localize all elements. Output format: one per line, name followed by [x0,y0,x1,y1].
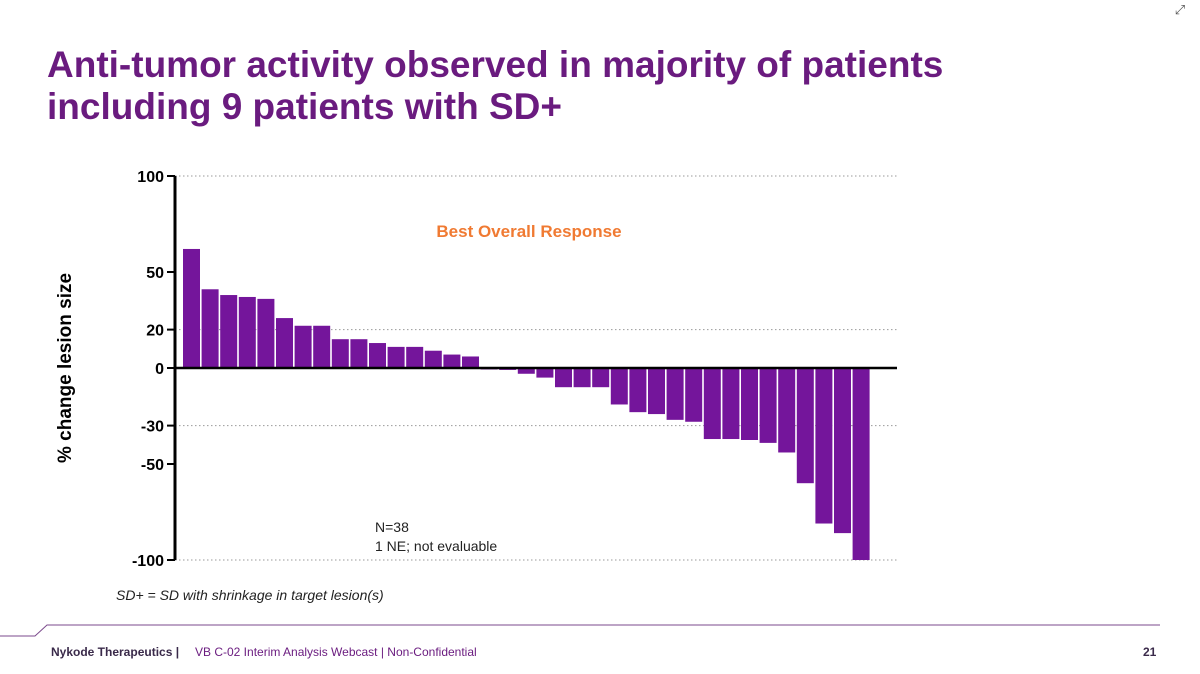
bar [610,368,628,405]
bar [741,368,758,440]
bar [573,368,591,388]
y-axis-label: % change lesion size [55,273,76,463]
bar [313,325,331,368]
bar [462,356,479,368]
bar [238,296,256,368]
footnote: SD+ = SD with shrinkage in target lesion… [116,587,384,603]
bar [759,368,777,443]
bar [648,368,665,415]
bar [685,368,703,422]
bar [350,339,368,368]
bar [276,318,293,368]
bar [592,368,610,388]
bar [369,343,386,368]
footer-company: Nykode Therapeutics | [51,645,180,659]
expand-arrows-icon[interactable]: ⤢ [1174,2,1186,17]
bar [796,368,814,484]
y-tick-label: 100 [137,169,164,186]
bar [629,368,647,413]
page-number: 21 [1143,645,1157,659]
bar [257,298,275,368]
bar [852,368,870,560]
bar [536,368,554,378]
footer-text: VB C-02 Interim Analysis Webcast | Non-C… [195,645,477,659]
title-line-2: including 9 patients with SD+ [47,86,562,127]
bar [703,368,721,440]
bar [722,368,740,440]
bar [443,354,461,368]
y-tick-label: -100 [132,553,164,570]
bar [331,339,349,368]
page-title: Anti-tumor activity observed in majority… [47,44,1147,128]
y-tick-label: -30 [141,419,164,436]
bar [201,289,219,368]
bar [387,346,405,368]
bar [220,295,238,368]
bar [294,325,312,368]
bar [666,368,684,420]
y-tick-label: 50 [146,265,164,282]
annotation-n: N=38 [375,519,409,535]
y-tick-label: -50 [141,457,164,474]
bar [183,248,200,368]
bar [778,368,796,453]
bar [815,368,833,524]
y-tick-label: 0 [155,361,164,378]
chart-title: Best Overall Response [436,222,621,241]
annotation-ne: 1 NE; not evaluable [375,538,497,554]
title-line-1: Anti-tumor activity observed in majority… [47,44,944,85]
bar [424,350,442,368]
y-tick-label: 20 [146,323,164,340]
bar [406,346,424,368]
bar [555,368,572,388]
bar [834,368,851,534]
bar [517,368,535,374]
